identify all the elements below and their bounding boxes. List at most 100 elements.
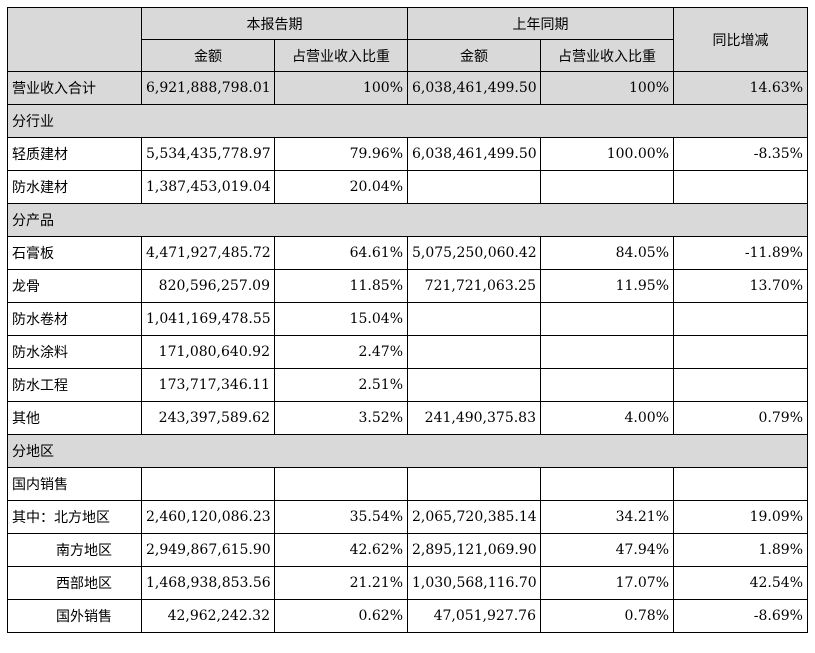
table-row: 防水涂料 171,080,640.92 2.47% (7, 335, 808, 369)
yoy-cell: 0.79% (673, 401, 808, 435)
prior-amount-cell: 2,065,720,385.14 (407, 500, 541, 534)
table-body: 营业收入合计 6,921,888,798.01 100% 6,038,461,4… (7, 71, 808, 633)
current-amount-cell: 243,397,589.62 (141, 401, 275, 435)
prior-share-cell (540, 302, 674, 336)
prior-amount-cell: 6,038,461,499.50 (407, 137, 541, 171)
current-amount-cell: 171,080,640.92 (141, 335, 275, 369)
header-prior-share: 占营业收入比重 (540, 39, 674, 72)
domestic-row: 国内销售 (7, 467, 808, 501)
prior-share-cell: 0.78% (540, 599, 674, 633)
prior-amount-cell: 241,490,375.83 (407, 401, 541, 435)
empty-cell (540, 467, 674, 501)
table-row: 西部地区 1,468,938,853.56 21.21% 1,030,568,116.… (7, 566, 808, 600)
current-amount-cell: 42,962,242.32 (141, 599, 275, 633)
table-row: 石膏板 4,471,927,485.72 64.61% 5,075,250,060.4… (7, 236, 808, 270)
prior-amount-cell: 1,030,568,116.70 (407, 566, 541, 600)
section-row-industry: 分行业 (7, 104, 808, 138)
section-label-product: 分产品 (7, 203, 808, 237)
yoy-cell: 19.09% (673, 500, 808, 534)
row-label: 其中：北方地区 (7, 500, 142, 534)
total-prior-amount: 6,038,461,499.50 (407, 71, 541, 105)
current-share-cell: 42.62% (274, 533, 408, 567)
header-current-share: 占营业收入比重 (274, 39, 408, 72)
header-row-1: 本报告期 上年同期 同比增减 (7, 7, 808, 72)
row-label: 西部地区 (7, 566, 142, 600)
prior-share-cell (540, 170, 674, 204)
section-row-product: 分产品 (7, 203, 808, 237)
section-row-region: 分地区 (7, 434, 808, 468)
current-share-cell: 64.61% (274, 236, 408, 270)
section-label-region: 分地区 (7, 434, 808, 468)
table-row: 防水工程 173,717,346.11 2.51% (7, 368, 808, 402)
current-share-cell: 15.04% (274, 302, 408, 336)
row-label: 国外销售 (7, 599, 142, 633)
row-label: 防水卷材 (7, 302, 142, 336)
header-blank-cell (7, 7, 142, 72)
row-label: 防水工程 (7, 368, 142, 402)
yoy-cell (673, 302, 808, 336)
prior-amount-cell: 5,075,250,060.42 (407, 236, 541, 270)
prior-share-cell: 47.94% (540, 533, 674, 567)
yoy-cell: -8.35% (673, 137, 808, 171)
domestic-label: 国内销售 (7, 467, 142, 501)
row-label: 防水建材 (7, 170, 142, 204)
current-amount-cell: 2,949,867,615.90 (141, 533, 275, 567)
row-label: 石膏板 (7, 236, 142, 270)
table-row: 国外销售 42,962,242.32 0.62% 47,051,927.76 0.78%… (7, 599, 808, 633)
table-row: 龙骨 820,596,257.09 11.85% 721,721,063.25 11.9… (7, 269, 808, 303)
section-label-industry: 分行业 (7, 104, 808, 138)
row-label: 其他 (7, 401, 142, 435)
header-current-period: 本报告期 (141, 7, 408, 40)
header-prior-period: 上年同期 (407, 7, 674, 40)
header-current-amount: 金额 (141, 39, 275, 72)
empty-cell (274, 467, 408, 501)
current-share-cell: 0.62% (274, 599, 408, 633)
row-label: 防水涂料 (7, 335, 142, 369)
yoy-cell: -11.89% (673, 236, 808, 270)
current-amount-cell: 173,717,346.11 (141, 368, 275, 402)
yoy-cell: 1.89% (673, 533, 808, 567)
row-label: 龙骨 (7, 269, 142, 303)
current-share-cell: 2.47% (274, 335, 408, 369)
table-row: 其他 243,397,589.62 3.52% 241,490,375.83 4.00%… (7, 401, 808, 435)
total-current-amount: 6,921,888,798.01 (141, 71, 275, 105)
current-amount-cell: 1,468,938,853.56 (141, 566, 275, 600)
header-row-2: 金额 占营业收入比重 金额 占营业收入比重 (8, 39, 808, 72)
prior-share-cell: 17.07% (540, 566, 674, 600)
current-share-cell: 11.85% (274, 269, 408, 303)
yoy-cell: 42.54% (673, 566, 808, 600)
table-row: 防水建材 1,387,453,019.04 20.04% (7, 170, 808, 204)
total-current-share: 100% (274, 71, 408, 105)
yoy-cell: 13.70% (673, 269, 808, 303)
current-share-cell: 79.96% (274, 137, 408, 171)
header-yoy: 同比增减 (673, 7, 808, 72)
yoy-cell (673, 170, 808, 204)
prior-share-cell: 4.00% (540, 401, 674, 435)
prior-share-cell (540, 368, 674, 402)
current-share-cell: 3.52% (274, 401, 408, 435)
current-share-cell: 21.21% (274, 566, 408, 600)
current-amount-cell: 820,596,257.09 (141, 269, 275, 303)
prior-amount-cell (407, 302, 541, 336)
prior-amount-cell: 47,051,927.76 (407, 599, 541, 633)
row-label: 轻质建材 (7, 137, 142, 171)
prior-amount-cell: 2,895,121,069.90 (407, 533, 541, 567)
header-prior-amount: 金额 (407, 39, 541, 72)
prior-share-cell: 100.00% (540, 137, 674, 171)
current-amount-cell: 1,041,169,478.55 (141, 302, 275, 336)
prior-share-cell (540, 335, 674, 369)
empty-cell (141, 467, 275, 501)
table-row: 防水卷材 1,041,169,478.55 15.04% (7, 302, 808, 336)
current-amount-cell: 2,460,120,086.23 (141, 500, 275, 534)
total-prior-share: 100% (540, 71, 674, 105)
current-amount-cell: 4,471,927,485.72 (141, 236, 275, 270)
table-row: 南方地区 2,949,867,615.90 42.62% 2,895,121,069.… (7, 533, 808, 567)
prior-amount-cell (407, 170, 541, 204)
row-label: 南方地区 (7, 533, 142, 567)
current-share-cell: 35.54% (274, 500, 408, 534)
total-label: 营业收入合计 (7, 71, 142, 105)
yoy-cell: -8.69% (673, 599, 808, 633)
prior-share-cell: 84.05% (540, 236, 674, 270)
current-amount-cell: 1,387,453,019.04 (141, 170, 275, 204)
